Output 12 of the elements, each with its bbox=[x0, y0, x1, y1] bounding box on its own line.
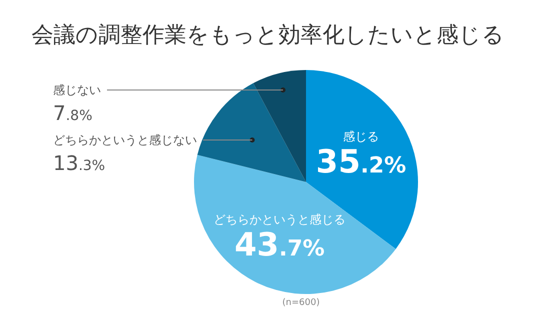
text: (n=600) bbox=[281, 298, 321, 308]
pie-slice bbox=[197, 83, 306, 182]
data-label: 13.3% bbox=[53, 151, 106, 175]
slice-label: 感じる bbox=[343, 129, 380, 144]
slice-label: どちらかというと感じる bbox=[214, 212, 346, 227]
slice-label: 感じない bbox=[53, 83, 101, 97]
slice-label: どちらかというと感じない bbox=[53, 133, 197, 147]
data-label: 7.8% bbox=[53, 101, 92, 125]
chart-title: 会議の調整作業をもっと効率化したいと感じる bbox=[30, 22, 506, 50]
data-label: 43.7% bbox=[234, 226, 325, 264]
data-label: 35.2% bbox=[316, 142, 406, 180]
pie-slice bbox=[253, 70, 306, 182]
